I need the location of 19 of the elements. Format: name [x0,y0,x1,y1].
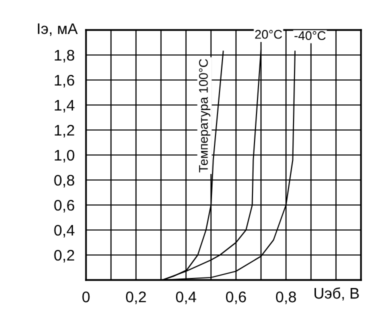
series-label: 20°C [255,30,282,39]
y-tick-label: 1,2 [54,124,74,138]
y-tick-label: 1,4 [54,100,74,112]
x-tick-label: 0,2 [126,292,146,304]
y-tick-label: 1,0 [54,150,74,162]
x-tick-label: 0,4 [176,292,196,304]
y-tick-label: 0,8 [54,174,74,188]
x-tick-label: 0,6 [226,292,246,304]
y-tick-label: 0,2 [54,250,74,262]
x-axis-title: Uэб, В [314,287,359,301]
y-tick-label: 1,8 [54,50,74,62]
text: Температура 100°C [199,59,210,172]
x-tick-label: 0 [82,292,90,302]
y-axis-title: Iэ, мА [38,23,78,36]
y-tick-label: 1,6 [54,74,74,88]
y-tick-label: 0,6 [54,200,74,212]
y-tick-label: 0,4 [54,224,74,238]
x-tick-label: 0,8 [276,292,296,304]
series-label: -40°C [294,31,326,40]
